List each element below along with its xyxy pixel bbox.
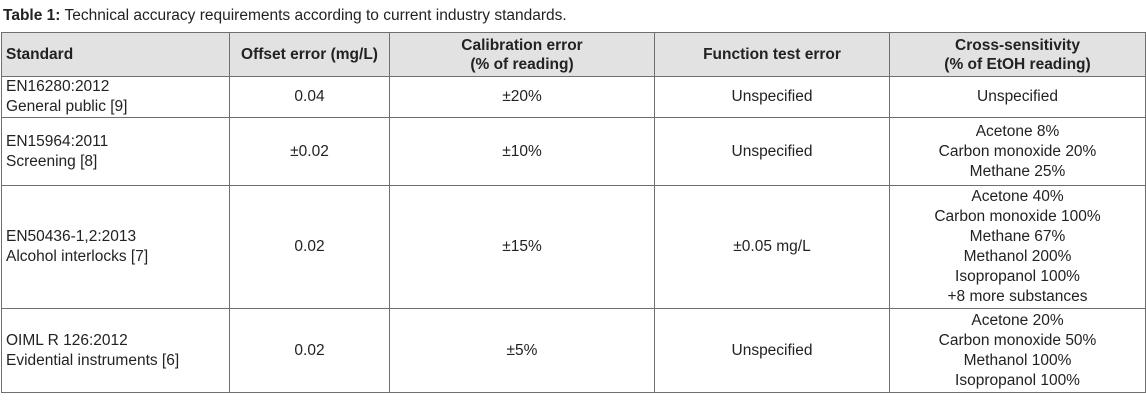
header-cross-sensitivity: Cross-sensitivity (% of EtOH reading) bbox=[889, 32, 1146, 77]
table-caption: Table 1: Technical accuracy requirements… bbox=[3, 6, 567, 26]
header-function-test-error: Function test error bbox=[654, 32, 890, 77]
cell-calibration: ±15% bbox=[389, 185, 655, 309]
cell-function: Unspecified bbox=[654, 308, 890, 393]
cell-cross: Unspecified bbox=[889, 76, 1146, 118]
cell-calibration: ±20% bbox=[389, 76, 655, 118]
table-header-row: Standard Offset error (mg/L) Calibration… bbox=[1, 32, 1146, 77]
table-row: OIML R 126:2012 Evidential instruments [6… bbox=[1, 308, 1146, 393]
cell-function: ±0.05 mg/L bbox=[654, 185, 890, 309]
accuracy-table: Standard Offset error (mg/L) Calibration… bbox=[1, 32, 1146, 393]
cell-cross: Acetone 20% Carbon monoxide 50% Methanol 1… bbox=[889, 308, 1146, 393]
cell-standard: EN16280:2012 General public [9] bbox=[1, 76, 230, 118]
cell-offset: 0.02 bbox=[229, 308, 390, 393]
cell-standard: EN15964:2011 Screening [8] bbox=[1, 117, 230, 186]
caption-text: Technical accuracy requirements accordin… bbox=[60, 7, 567, 24]
header-standard: Standard bbox=[1, 32, 230, 77]
cell-calibration: ±10% bbox=[389, 117, 655, 186]
cell-cross: Acetone 8% Carbon monoxide 20% Methane 25% bbox=[889, 117, 1146, 186]
header-offset-error: Offset error (mg/L) bbox=[229, 32, 390, 77]
cell-offset: ±0.02 bbox=[229, 117, 390, 186]
caption-label: Table 1: bbox=[3, 7, 61, 24]
header-calibration-error: Calibration error (% of reading) bbox=[389, 32, 655, 77]
table-row: EN16280:2012 General public [9] 0.04 ±20%… bbox=[1, 76, 1146, 118]
cell-offset: 0.04 bbox=[229, 76, 390, 118]
table-row: EN50436-1,2:2013 Alcohol interlocks [7] 0… bbox=[1, 185, 1146, 309]
cell-cross: Acetone 40% Carbon monoxide 100% Methane 6… bbox=[889, 185, 1146, 309]
cell-standard: EN50436-1,2:2013 Alcohol interlocks [7] bbox=[1, 185, 230, 309]
cell-function: Unspecified bbox=[654, 76, 890, 118]
cell-offset: 0.02 bbox=[229, 185, 390, 309]
cell-standard: OIML R 126:2012 Evidential instruments [6… bbox=[1, 308, 230, 393]
cell-function: Unspecified bbox=[654, 117, 890, 186]
table-row: EN15964:2011 Screening [8] ±0.02 ±10% Uns… bbox=[1, 117, 1146, 186]
cell-calibration: ±5% bbox=[389, 308, 655, 393]
